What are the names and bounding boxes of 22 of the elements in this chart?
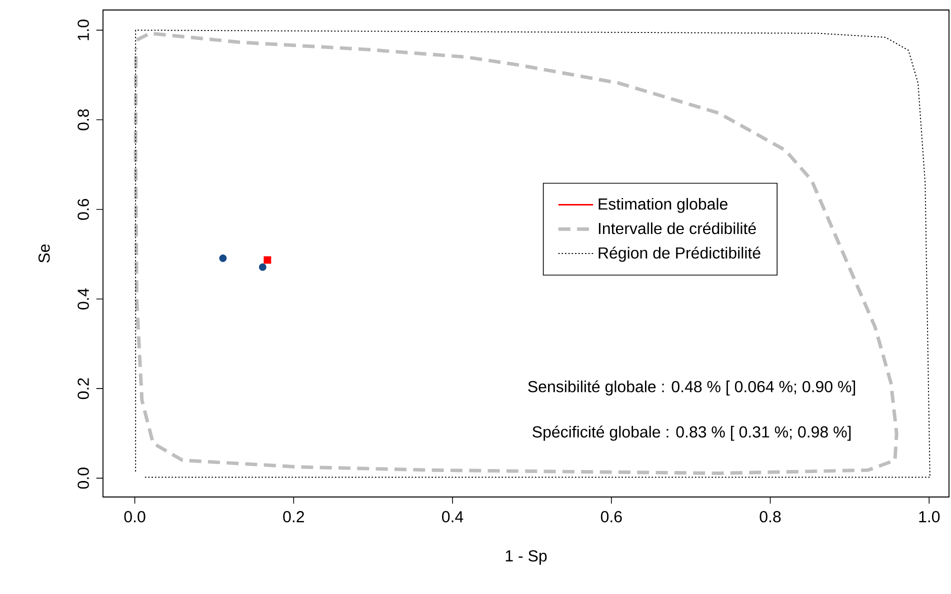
x-tick-label: 0.4 (442, 511, 464, 522)
annotation: Spécificité globale : 0.83 % [ 0.31 %; 0.98 %] (532, 426, 851, 441)
point (258, 263, 266, 271)
x-tick-label: 0.8 (760, 511, 781, 522)
y-axis-title: Se (38, 244, 50, 263)
x-tick-label: 1.0 (919, 511, 940, 522)
annotation: Sensibilité globale : 0.48 % [ 0.064 %; 0.90 %] (528, 380, 856, 396)
x-tick-label: 0.0 (124, 511, 146, 522)
point (264, 256, 272, 264)
legend-label: Estimation globale (598, 198, 728, 213)
y-tick-label: 0.4 (78, 288, 89, 310)
y-tick-label: 1.0 (78, 20, 89, 40)
y-tick-label: 0.8 (78, 109, 89, 130)
y-tick-label: 0.0 (78, 468, 89, 489)
legend-label: Région de Prédictibilité (598, 246, 760, 262)
x-tick-label: 0.6 (600, 511, 622, 522)
legend-label: Intervalle de crédibilité (598, 222, 756, 234)
y-tick-label: 0.2 (78, 378, 89, 400)
x-axis-title: 1 - Sp (506, 550, 547, 565)
point (219, 254, 227, 262)
y-tick-label: 0.6 (78, 198, 89, 220)
x-tick-label: 0.2 (283, 511, 304, 522)
